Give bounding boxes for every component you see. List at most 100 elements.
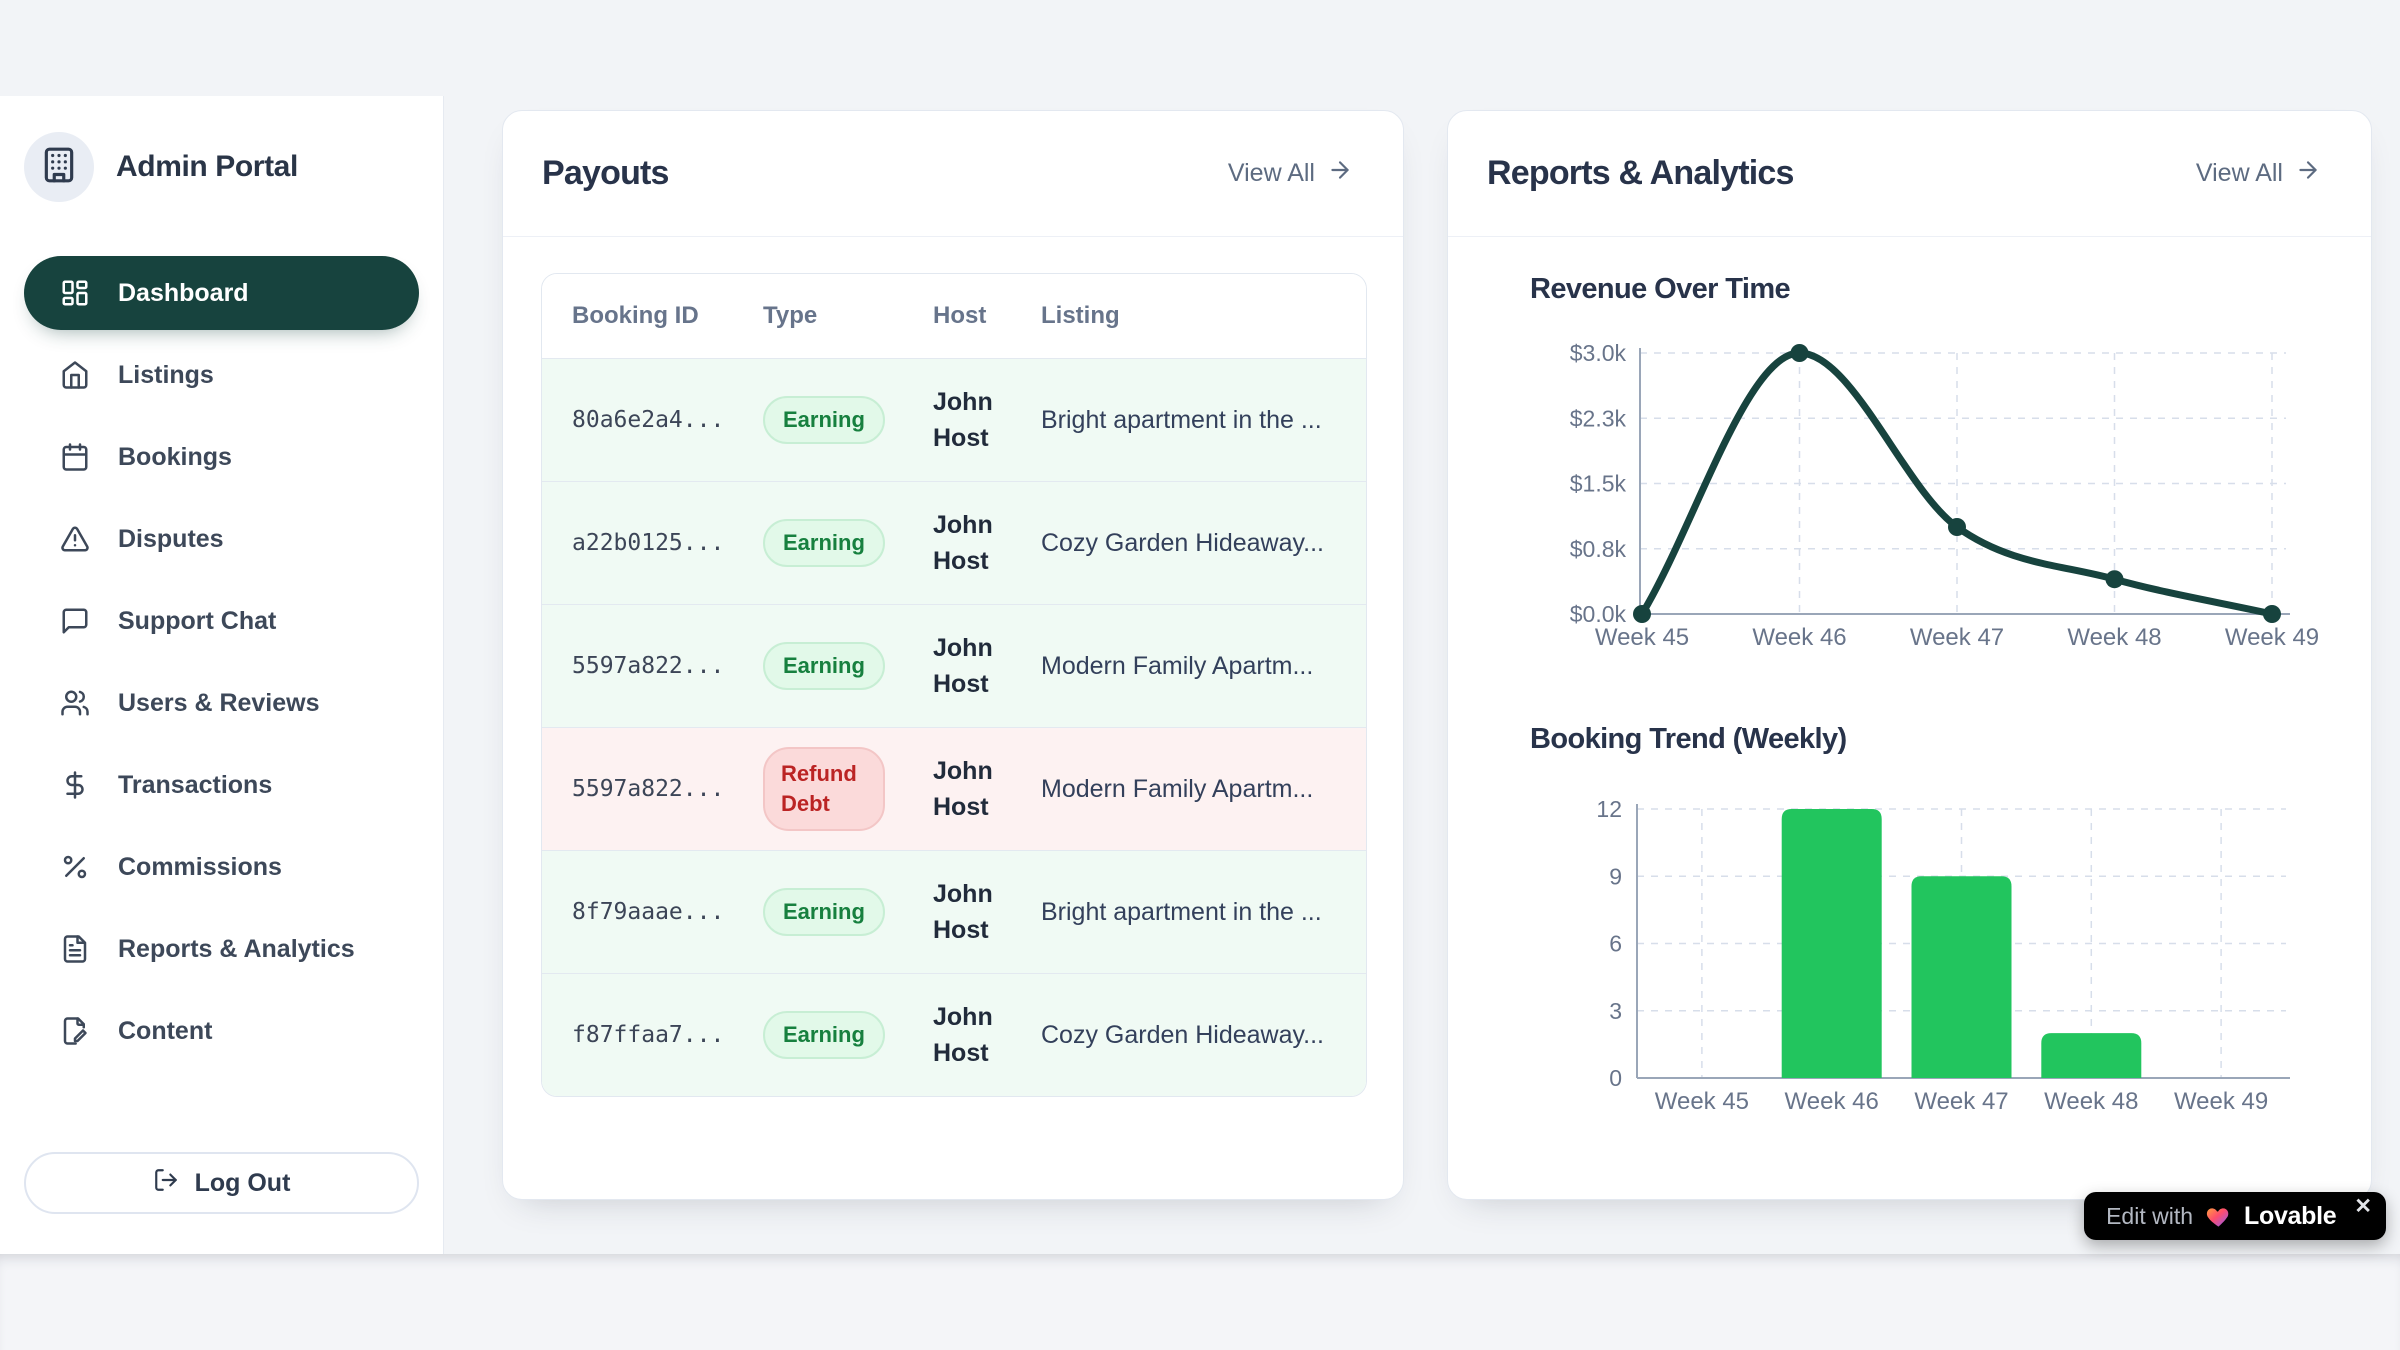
- payout-row[interactable]: f87ffaa7... Earning John Host Cozy Garden H…: [542, 973, 1366, 1096]
- type-cell: Earning: [763, 396, 933, 444]
- svg-text:6: 6: [1609, 931, 1622, 957]
- revenue-chart-title: Revenue Over Time: [1530, 273, 1791, 305]
- file-text-icon: [63, 935, 87, 963]
- listing-cell: Modern Family Apartm...: [1041, 774, 1314, 803]
- sidebar-item-label: Disputes: [118, 524, 224, 553]
- logout-button[interactable]: Log Out: [24, 1152, 419, 1214]
- logout-label: Log Out: [194, 1168, 291, 1197]
- column-header-booking-id: Booking ID: [572, 302, 699, 329]
- host-cell: John Host: [933, 879, 993, 944]
- sidebar-item-commissions[interactable]: Commissions: [24, 830, 419, 904]
- sidebar: Admin Portal Dashboard Listings Bookings Di…: [0, 96, 444, 1254]
- booking-id-cell: 5597a822...: [572, 653, 725, 679]
- booking-id-cell: a22b0125...: [572, 530, 725, 556]
- sidebar-item-content[interactable]: Content: [24, 994, 419, 1068]
- type-cell: Earning: [763, 888, 933, 936]
- payout-row[interactable]: 8f79aaae... Earning John Host Bright apartm…: [542, 850, 1366, 973]
- booking-id-cell: 8f79aaae...: [572, 899, 725, 925]
- alert-triangle-icon: [61, 526, 89, 552]
- sidebar-item-label: Support Chat: [118, 606, 277, 635]
- host-cell: John Host: [933, 387, 993, 452]
- type-badge-earning: Earning: [763, 519, 885, 567]
- listing-cell: Bright apartment in the ...: [1041, 897, 1322, 926]
- sidebar-item-transactions[interactable]: Transactions: [24, 748, 419, 822]
- payouts-view-all-button[interactable]: View All: [1222, 156, 1359, 191]
- sidebar-item-disputes[interactable]: Disputes: [24, 502, 419, 576]
- type-badge-earning: Earning: [763, 888, 885, 936]
- sidebar-item-label: Commissions: [118, 852, 282, 881]
- sidebar-item-bookings[interactable]: Bookings: [24, 420, 419, 494]
- svg-text:Week 47: Week 47: [1914, 1088, 2008, 1115]
- type-badge-earning: Earning: [763, 396, 885, 444]
- lovable-badge-prefix: Edit with: [2106, 1202, 2194, 1229]
- lovable-badge-close-button[interactable]: ✕: [2354, 1195, 2372, 1218]
- reports-title: Reports & Analytics: [1487, 154, 1794, 192]
- reports-analytics-card: Reports & Analytics View All Revenue Ove…: [1447, 110, 2372, 1200]
- svg-text:9: 9: [1609, 863, 1622, 889]
- host-cell: John Host: [933, 633, 993, 698]
- host-cell: John Host: [933, 756, 993, 821]
- payouts-title: Payouts: [542, 154, 669, 192]
- type-cell: Earning: [763, 1011, 933, 1059]
- file-pen-icon: [63, 1017, 87, 1045]
- message-square-icon: [62, 608, 88, 634]
- type-badge-refund: Refund Debt: [763, 747, 885, 831]
- payouts-table: Booking ID Type Host Listing 80a6e2a4... Ear…: [541, 273, 1367, 1097]
- sidebar-nav: Dashboard Listings Bookings Disputes Support…: [24, 256, 419, 1068]
- svg-text:Week 49: Week 49: [2174, 1088, 2268, 1115]
- type-badge-earning: Earning: [763, 1011, 885, 1059]
- payout-row[interactable]: a22b0125... Earning John Host Cozy Garden H…: [542, 481, 1366, 604]
- sidebar-item-label: Listings: [118, 360, 214, 389]
- sidebar-item-label: Users & Reviews: [118, 688, 320, 717]
- lovable-badge[interactable]: Edit with Lovable ✕: [2084, 1192, 2386, 1240]
- svg-text:$1.5k: $1.5k: [1570, 471, 1627, 497]
- payouts-table-body: 80a6e2a4... Earning John Host Bright apartm…: [542, 358, 1366, 1096]
- sidebar-item-users-reviews[interactable]: Users & Reviews: [24, 666, 419, 740]
- payout-row[interactable]: 5597a822... Refund Debt John Host Modern Fa…: [542, 727, 1366, 850]
- type-badge-earning: Earning: [763, 642, 885, 690]
- app-title: Admin Portal: [116, 150, 298, 183]
- svg-text:Week 47: Week 47: [1910, 624, 2004, 651]
- revenue-over-time-line-chart: $0.0k $0.8k $1.5k $2.3k $3.0k Week 45 Week 46 W…: [1570, 340, 2319, 651]
- svg-text:Week 45: Week 45: [1655, 1088, 1749, 1115]
- sidebar-item-label: Content: [118, 1016, 213, 1045]
- booking-trend-chart-title: Booking Trend (Weekly): [1530, 723, 1847, 755]
- listing-cell: Bright apartment in the ...: [1041, 405, 1322, 434]
- sidebar-item-label: Reports & Analytics: [118, 934, 355, 963]
- svg-text:$0.0k: $0.0k: [1570, 601, 1627, 627]
- arrow-right-icon: [2299, 161, 2317, 179]
- sidebar-item-support-chat[interactable]: Support Chat: [24, 584, 419, 658]
- reports-view-all-button[interactable]: View All: [2190, 156, 2327, 191]
- svg-text:$0.8k: $0.8k: [1570, 536, 1627, 562]
- booking-id-cell: 80a6e2a4...: [572, 407, 725, 433]
- logo-avatar: [24, 132, 94, 202]
- payouts-table-header: Booking ID Type Host Listing: [542, 274, 1366, 358]
- layout-dashboard-icon: [62, 280, 88, 306]
- svg-text:$3.0k: $3.0k: [1570, 340, 1627, 366]
- booking-id-cell: f87ffaa7...: [572, 1022, 725, 1048]
- log-out-icon: [154, 1168, 177, 1191]
- payout-row[interactable]: 80a6e2a4... Earning John Host Bright apartm…: [542, 358, 1366, 481]
- home-icon: [62, 361, 88, 389]
- listing-cell: Cozy Garden Hideaway...: [1041, 1020, 1324, 1049]
- sidebar-item-listings[interactable]: Listings: [24, 338, 419, 412]
- payouts-card-header: Payouts View All: [503, 111, 1403, 237]
- sidebar-item-label: Bookings: [118, 442, 232, 471]
- svg-text:Week 49: Week 49: [2225, 624, 2319, 651]
- reports-card-header: Reports & Analytics View All: [1448, 111, 2371, 237]
- calendar-icon: [62, 443, 88, 471]
- svg-text:Week 46: Week 46: [1785, 1088, 1879, 1115]
- sidebar-item-dashboard[interactable]: Dashboard: [24, 256, 419, 330]
- column-header-listing: Listing: [1041, 302, 1120, 329]
- arrow-right-icon: [1331, 161, 1349, 179]
- listing-cell: Cozy Garden Hideaway...: [1041, 528, 1324, 557]
- type-cell: Earning: [763, 519, 933, 567]
- listing-cell: Modern Family Apartm...: [1041, 651, 1314, 680]
- column-header-host: Host: [933, 302, 987, 329]
- column-header-type: Type: [763, 302, 818, 329]
- lovable-badge-brand: Lovable: [2244, 1201, 2337, 1230]
- bottom-strip: [0, 1254, 2400, 1350]
- sidebar-item-reports-analytics[interactable]: Reports & Analytics: [24, 912, 419, 986]
- payout-row[interactable]: 5597a822... Earning John Host Modern Family…: [542, 604, 1366, 727]
